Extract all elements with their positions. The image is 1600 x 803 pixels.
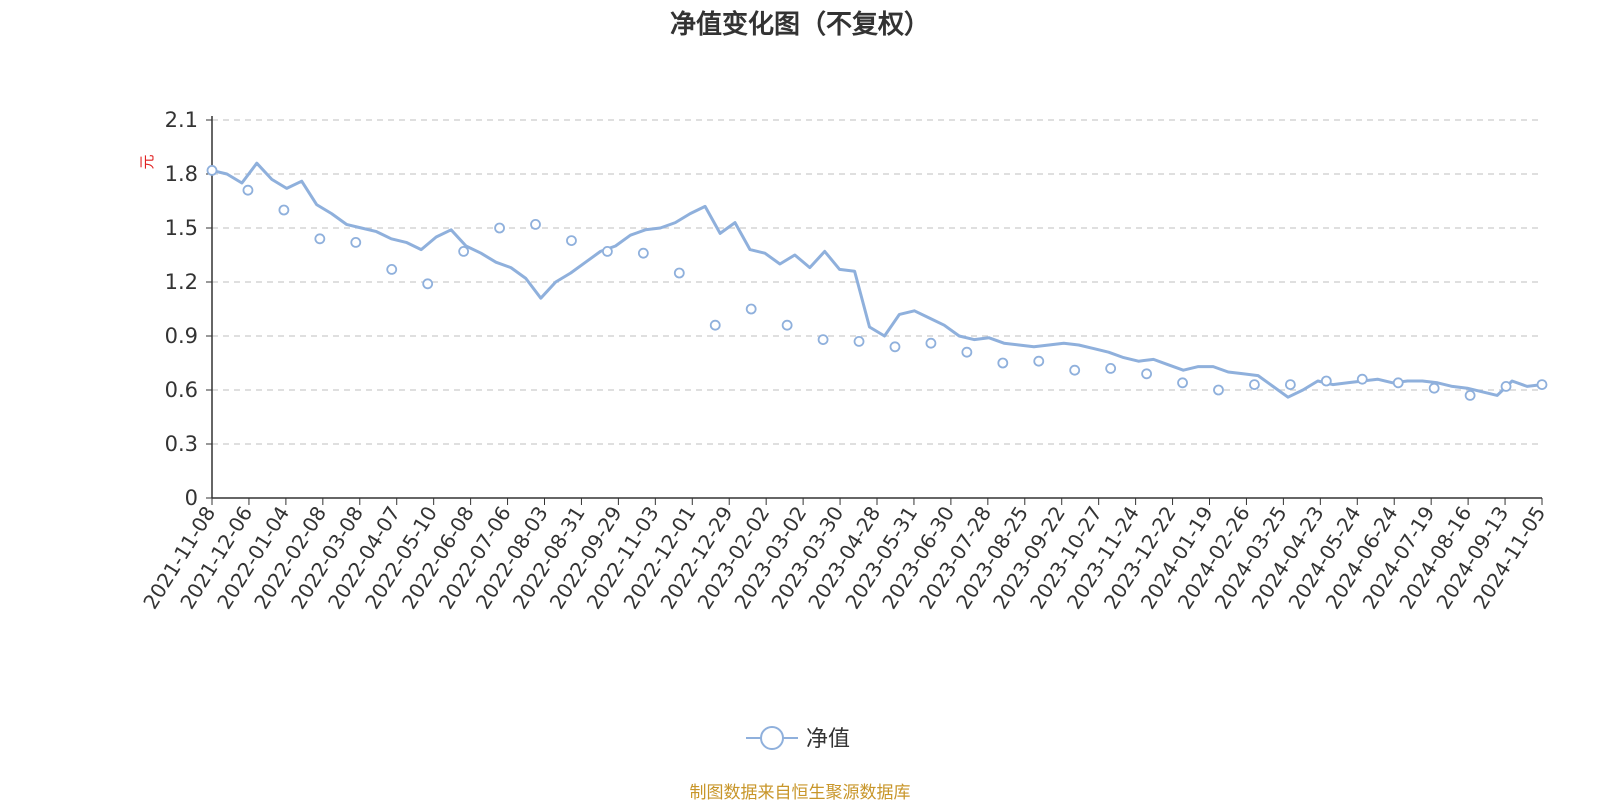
data-point[interactable] [1536,379,1548,391]
data-point[interactable] [1249,379,1260,391]
series-net-value [211,161,1543,399]
series-markers [206,164,1548,401]
data-point[interactable] [1356,373,1368,385]
data-point[interactable] [206,164,218,176]
legend[interactable]: 净值 [746,726,850,752]
y-tick-label: 0 [185,486,198,510]
data-point[interactable] [925,337,937,349]
data-point[interactable] [314,233,326,245]
data-point[interactable] [494,222,505,234]
data-point[interactable] [745,303,757,315]
data-point[interactable] [1069,364,1081,376]
chart-title: 净值变化图（不复权） [669,10,930,40]
data-point[interactable] [1213,384,1224,396]
legend-marker-icon [760,726,784,750]
data-point[interactable] [422,278,434,290]
axes [206,116,1543,505]
data-point[interactable] [1500,380,1512,392]
data-point[interactable] [889,341,901,353]
data-point[interactable] [1105,362,1117,374]
data-point[interactable] [997,357,1009,369]
data-point[interactable] [530,218,541,230]
y-tick-label: 0.6 [165,378,198,402]
data-point[interactable] [458,245,470,257]
data-point[interactable] [350,236,362,248]
data-point[interactable] [1284,379,1296,391]
y-tick-label: 1.2 [165,270,198,294]
data-point[interactable] [781,319,793,331]
data-point[interactable] [1320,375,1332,387]
data-point[interactable] [1177,377,1188,389]
series-line-net-value [211,161,1543,399]
y-tick-label: 0.9 [165,324,198,348]
data-point[interactable] [1141,368,1152,380]
data-point[interactable] [278,204,290,216]
y-axis-unit-label: 元 [138,154,156,169]
y-tick-label: 1.8 [165,162,198,186]
y-tick-labels: 0 0.3 0.6 0.9 1.2 1.5 1.8 2.1 [165,108,198,510]
data-point[interactable] [853,335,865,347]
data-point[interactable] [673,267,685,279]
x-tick-labels: 2021-11-082021-12-062022-01-042022-02-08… [138,502,1550,613]
y-tick-label: 1.5 [165,216,198,240]
data-point[interactable] [637,247,649,259]
grid-lines [212,119,1542,445]
legend-label: 净值 [806,727,850,752]
data-point[interactable] [1033,355,1045,367]
data-point[interactable] [242,184,254,196]
data-point[interactable] [709,319,721,331]
data-point[interactable] [566,235,577,247]
data-point[interactable] [1428,382,1440,394]
data-point[interactable] [817,334,829,346]
data-source-note: 制图数据来自恒生聚源数据库 [689,783,911,803]
data-point[interactable] [1392,377,1404,389]
data-point[interactable] [386,263,398,275]
data-point[interactable] [1464,389,1476,401]
data-point[interactable] [961,346,973,358]
y-tick-label: 0.3 [165,432,198,456]
y-tick-label: 2.1 [165,108,198,132]
data-point[interactable] [602,245,613,257]
